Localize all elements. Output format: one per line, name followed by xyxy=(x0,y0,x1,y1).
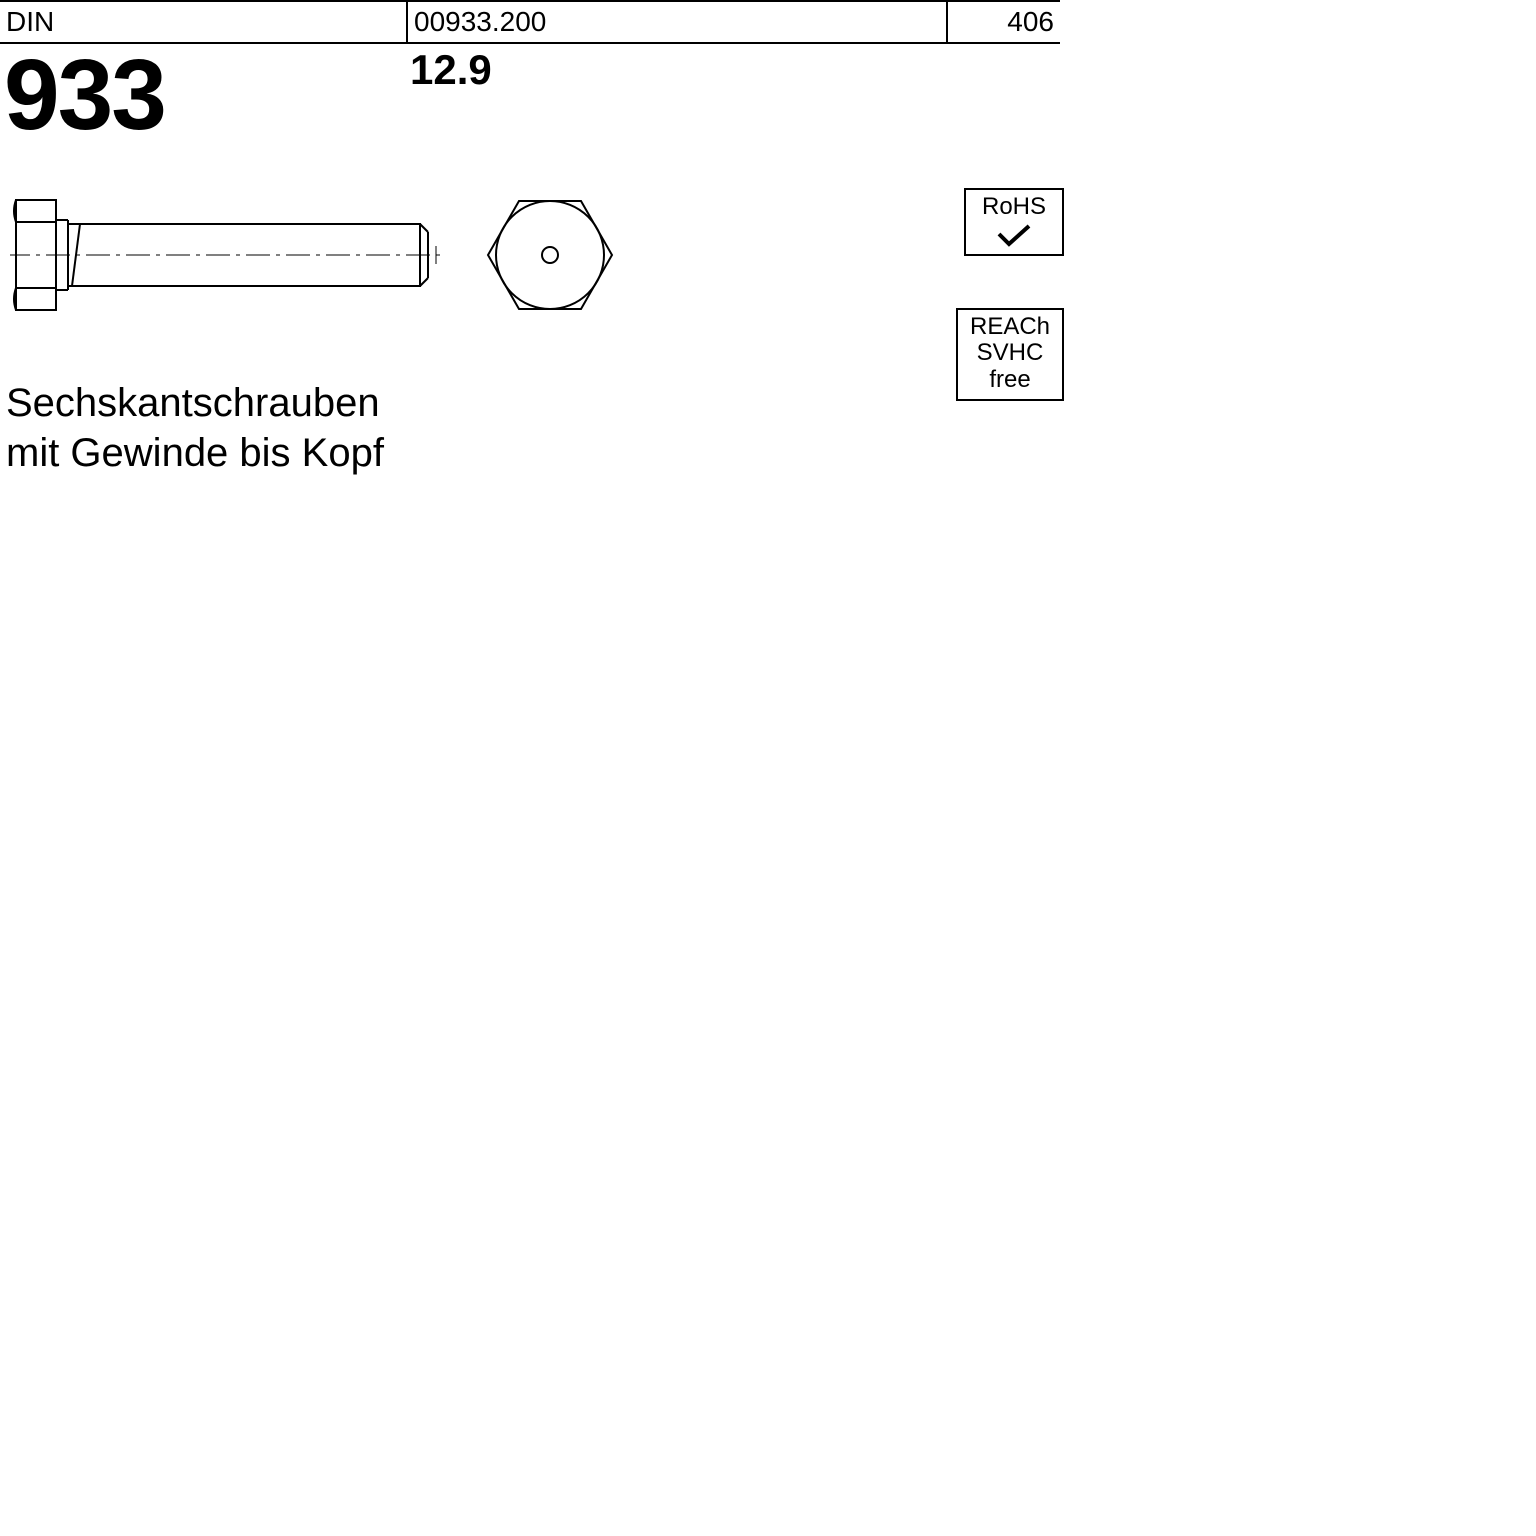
header-page-ref: 406 xyxy=(948,2,1060,42)
strength-grade: 12.9 xyxy=(410,46,492,94)
description-line-2: mit Gewinde bis Kopf xyxy=(6,428,384,478)
reach-label-3: free xyxy=(968,367,1052,393)
reach-label-1: REACh xyxy=(968,314,1052,340)
description-line-1: Sechskantschrauben xyxy=(6,378,384,428)
rohs-badge: RoHS xyxy=(964,188,1064,256)
header-article-code: 00933.200 xyxy=(408,2,948,42)
bolt-diagram xyxy=(10,180,650,330)
rohs-label: RoHS xyxy=(982,193,1046,220)
header-standard-label: DIN xyxy=(0,2,408,42)
reach-label-2: SVHC xyxy=(968,340,1052,366)
product-description: Sechskantschrauben mit Gewinde bis Kopf xyxy=(6,378,384,478)
reach-badge: REACh SVHC free xyxy=(956,308,1064,401)
check-icon xyxy=(995,222,1033,248)
standard-number: 933 xyxy=(4,38,165,153)
